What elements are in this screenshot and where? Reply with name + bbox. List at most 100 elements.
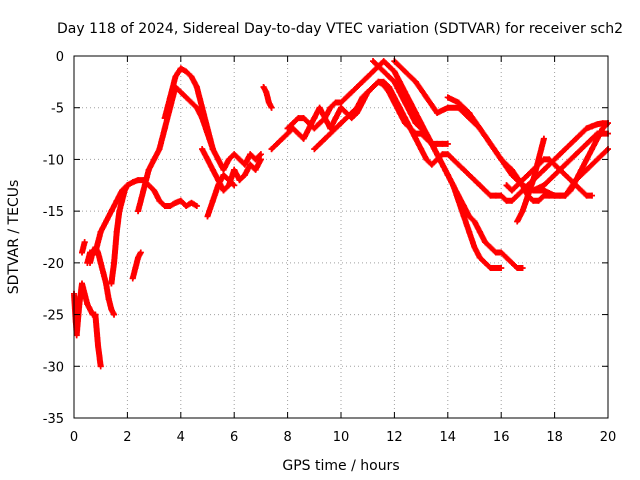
- data-point: [572, 135, 579, 142]
- series-seg-k: [260, 84, 275, 111]
- data-point: [594, 156, 601, 163]
- data-point: [209, 197, 216, 204]
- data-point: [311, 115, 318, 122]
- data-point: [84, 301, 91, 308]
- data-point: [265, 99, 272, 106]
- data-point: [418, 130, 425, 137]
- y-tick-label: -20: [43, 257, 64, 272]
- data-point: [407, 125, 414, 132]
- x-tick-label: 4: [177, 430, 185, 445]
- data-point: [257, 156, 264, 163]
- data-point: [300, 135, 307, 142]
- data-point: [391, 94, 398, 101]
- data-point: [124, 182, 131, 189]
- data-point: [455, 99, 462, 106]
- series-seg-e: [108, 182, 131, 287]
- data-point: [199, 146, 206, 153]
- data-point: [343, 115, 350, 122]
- data-point: [487, 244, 494, 251]
- data-point: [348, 115, 355, 122]
- data-point: [188, 99, 195, 106]
- data-point: [583, 166, 590, 173]
- data-point: [370, 58, 377, 65]
- y-tick-label: -35: [43, 412, 64, 427]
- data-point: [386, 84, 393, 91]
- data-point: [519, 182, 526, 189]
- data-point: [81, 239, 88, 246]
- data-point: [551, 161, 558, 168]
- data-point: [116, 208, 123, 215]
- data-point: [209, 166, 216, 173]
- data-point: [514, 177, 521, 184]
- data-point: [439, 140, 446, 147]
- data-point: [556, 192, 563, 199]
- data-point: [524, 192, 531, 199]
- data-point: [92, 311, 99, 318]
- data-point: [540, 187, 547, 194]
- data-point: [535, 197, 542, 204]
- data-point: [514, 218, 521, 225]
- data-point: [225, 182, 232, 189]
- series-seg-a: [71, 280, 104, 370]
- data-point: [156, 197, 163, 204]
- data-point: [487, 140, 494, 147]
- x-tick-label: 10: [333, 430, 350, 445]
- data-point: [332, 125, 339, 132]
- data-point: [391, 68, 398, 75]
- data-point: [103, 280, 110, 287]
- data-point: [418, 146, 425, 153]
- data-point: [514, 182, 521, 189]
- data-point: [546, 192, 553, 199]
- data-point: [121, 187, 128, 194]
- data-point: [100, 270, 107, 277]
- data-point: [79, 280, 86, 287]
- data-point: [284, 125, 291, 132]
- data-point: [327, 104, 334, 111]
- data-point: [540, 166, 547, 173]
- data-point: [540, 156, 547, 163]
- data-point: [183, 94, 190, 101]
- data-point: [188, 199, 195, 206]
- data-point: [135, 177, 142, 184]
- data-point: [428, 140, 435, 147]
- series-seg-j: [204, 171, 238, 220]
- data-point: [103, 218, 110, 225]
- data-point: [444, 94, 451, 101]
- data-point: [231, 182, 238, 189]
- data-point: [444, 151, 451, 158]
- data-point: [428, 161, 435, 168]
- data-point: [161, 202, 168, 209]
- data-point: [105, 296, 112, 303]
- data-point: [97, 228, 104, 235]
- x-tick-label: 16: [493, 430, 510, 445]
- data-point: [567, 140, 574, 147]
- data-point: [183, 202, 190, 209]
- data-point: [172, 73, 179, 80]
- data-point: [305, 125, 312, 132]
- data-point: [129, 275, 136, 282]
- data-point: [599, 125, 606, 132]
- data-point: [562, 171, 569, 178]
- data-point: [137, 249, 144, 256]
- data-point: [300, 115, 307, 122]
- data-point: [209, 146, 216, 153]
- data-point: [551, 171, 558, 178]
- data-point: [167, 202, 174, 209]
- marker-trail-seg-h: [161, 65, 264, 173]
- data-point: [108, 306, 115, 313]
- data-point: [380, 68, 387, 75]
- x-tick-label: 6: [230, 430, 238, 445]
- y-axis-ticks: 0 -5 -10 -15 -20 -25 -30 -35: [43, 50, 608, 427]
- data-point: [73, 332, 80, 339]
- x-tick-label: 0: [70, 430, 78, 445]
- data-point: [241, 161, 248, 168]
- data-point: [386, 73, 393, 80]
- data-point: [466, 109, 473, 116]
- data-point: [172, 199, 179, 206]
- data-point: [161, 125, 168, 132]
- data-point: [97, 259, 104, 266]
- data-point: [188, 73, 195, 80]
- data-point: [343, 109, 350, 116]
- data-point: [132, 265, 139, 272]
- data-point: [508, 259, 515, 266]
